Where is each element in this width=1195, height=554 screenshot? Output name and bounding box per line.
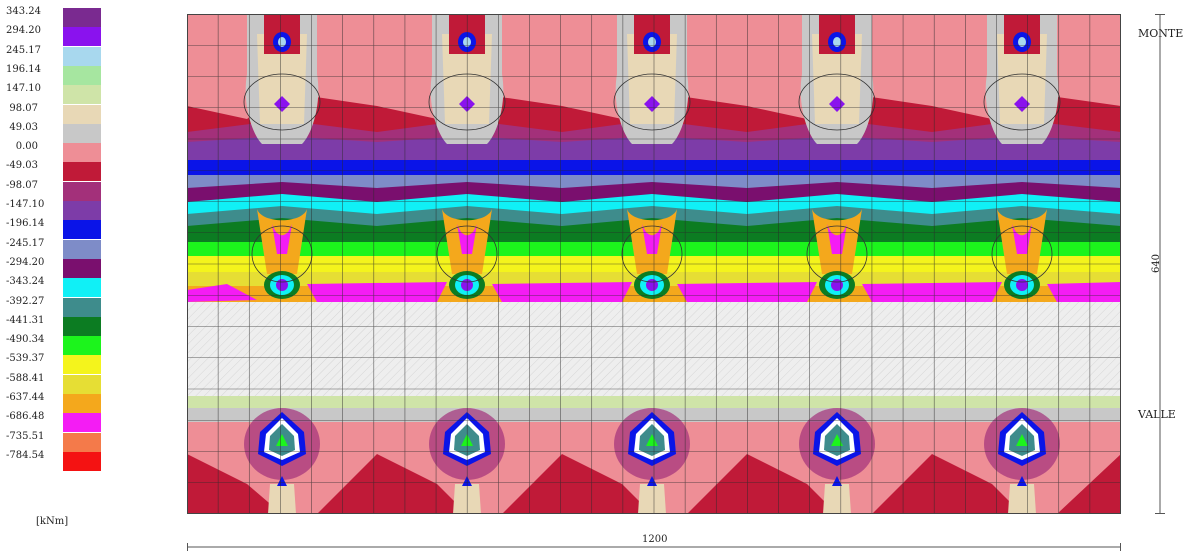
label-valle: VALLE — [1138, 408, 1176, 421]
legend-value-label: -196.14 — [6, 218, 45, 230]
legend-entry: 245.17 — [0, 44, 110, 66]
legend-value-label: -245.17 — [6, 237, 45, 249]
legend-entry: -784.54 — [0, 449, 110, 471]
legend-value-label: -735.51 — [6, 430, 45, 442]
legend-swatch — [63, 143, 101, 163]
legend-entry: -294.20 — [0, 256, 110, 278]
legend-swatch — [63, 8, 101, 27]
moment-contour-plot — [187, 14, 1121, 514]
legend-value-label: 294.20 — [6, 25, 41, 37]
legend-entry: -637.44 — [0, 392, 110, 413]
legend-value-label: -392.27 — [6, 295, 45, 307]
legend-value-label: -686.48 — [6, 411, 45, 423]
legend-entry: -588.41 — [0, 372, 110, 394]
legend-value-label: -539.37 — [6, 353, 45, 365]
plot-border — [187, 14, 1121, 514]
legend-value-label: -784.54 — [6, 449, 45, 461]
legend-swatch — [63, 123, 101, 143]
legend-entry: -245.17 — [0, 237, 110, 259]
legend-value-label: 147.10 — [6, 83, 41, 95]
dimension-label-vertical: 640 — [1151, 253, 1163, 274]
legend-swatch — [63, 432, 101, 452]
legend-swatch — [63, 451, 101, 471]
legend-entry: 0.00 — [0, 141, 110, 163]
legend-entry: -196.14 — [0, 218, 110, 240]
legend-value-label: -588.41 — [6, 372, 45, 384]
dimension-line-vertical — [1155, 14, 1165, 514]
legend-value-label: -343.24 — [6, 276, 45, 288]
lower-slab-dark-band — [187, 454, 1121, 514]
legend-entry: -441.31 — [0, 314, 110, 336]
legend-value-label: -441.31 — [6, 314, 45, 326]
legend-swatch — [63, 258, 101, 278]
legend-entry: -686.48 — [0, 411, 110, 433]
legend-entry: 343.24 — [0, 6, 110, 27]
legend-value-label: -294.20 — [6, 256, 45, 268]
legend-value-label: -490.34 — [6, 334, 45, 346]
dimension-label-horizontal: 1200 — [642, 534, 668, 545]
legend-value-label: 196.14 — [6, 63, 41, 75]
legend-entry: -343.24 — [0, 276, 110, 298]
legend-value-label: 98.07 — [9, 102, 38, 114]
legend-entry: 196.14 — [0, 63, 110, 85]
legend-value-label: -98.07 — [6, 179, 39, 191]
label-monte: MONTE — [1138, 27, 1184, 40]
legend-swatch — [63, 46, 101, 66]
dimension-line-horizontal — [187, 543, 1121, 551]
legend-entry: -539.37 — [0, 353, 110, 375]
legend-swatch — [63, 85, 101, 105]
band-negative-686 — [187, 282, 1121, 302]
legend-swatch — [63, 374, 101, 394]
legend-entry: -490.34 — [0, 334, 110, 356]
legend-swatch — [63, 355, 101, 375]
legend-value-label: 0.00 — [15, 141, 38, 153]
legend-swatch — [63, 278, 101, 298]
legend-swatch — [63, 394, 101, 413]
legend-value-label: 343.24 — [6, 6, 41, 17]
legend-entry: -735.51 — [0, 430, 110, 452]
legend-swatch — [63, 239, 101, 259]
legend-swatch — [63, 65, 101, 85]
legend-entry: 49.03 — [0, 121, 110, 143]
legend-swatch — [63, 201, 101, 220]
legend-entry: 147.10 — [0, 83, 110, 105]
legend-entry: -147.10 — [0, 199, 110, 220]
legend-value-label: -147.10 — [6, 199, 45, 210]
legend-entry: -98.07 — [0, 179, 110, 201]
legend-swatch — [63, 220, 101, 240]
legend-swatch — [63, 336, 101, 356]
legend-value-label: -49.03 — [6, 160, 39, 172]
legend-swatch — [63, 297, 101, 317]
legend-swatch — [63, 104, 101, 124]
legend-entry: 294.20 — [0, 25, 110, 47]
legend-swatch — [63, 27, 101, 47]
legend-swatch — [63, 181, 101, 201]
legend-value-label: 245.17 — [6, 44, 41, 56]
color-legend: 343.24 294.20 245.17 196.14 147.10 98.07 49.03… — [0, 0, 110, 554]
legend-swatch — [63, 316, 101, 336]
legend-swatch — [63, 413, 101, 433]
mesh-grid — [187, 14, 1121, 514]
legend-entry: -49.03 — [0, 160, 110, 182]
legend-value-label: 49.03 — [9, 121, 38, 133]
legend-entry: -392.27 — [0, 295, 110, 317]
legend-unit: [kNm] — [36, 516, 69, 527]
legend-swatch — [63, 162, 101, 182]
legend-entry: 98.07 — [0, 102, 110, 124]
legend-value-label: -637.44 — [6, 392, 45, 403]
